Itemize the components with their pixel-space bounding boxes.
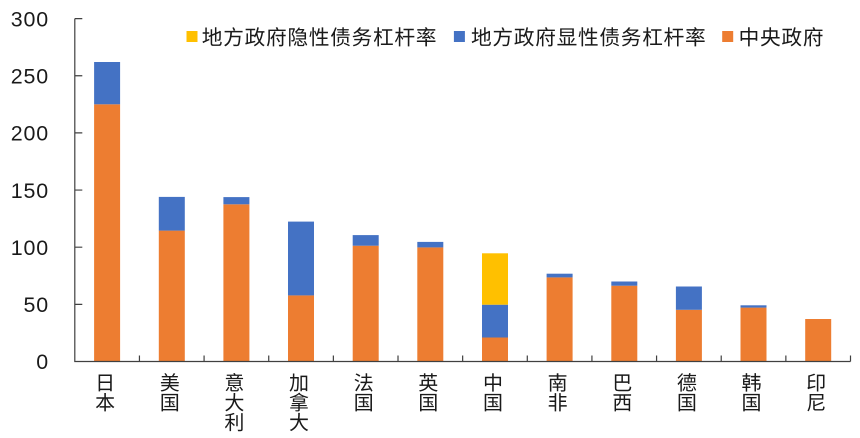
- svg-text:50: 50: [24, 293, 50, 317]
- svg-text:0: 0: [36, 350, 49, 374]
- svg-text:100: 100: [11, 236, 49, 260]
- svg-text:250: 250: [11, 65, 49, 89]
- svg-text:200: 200: [11, 122, 49, 146]
- svg-text:300: 300: [11, 7, 49, 31]
- svg-text:150: 150: [11, 179, 49, 203]
